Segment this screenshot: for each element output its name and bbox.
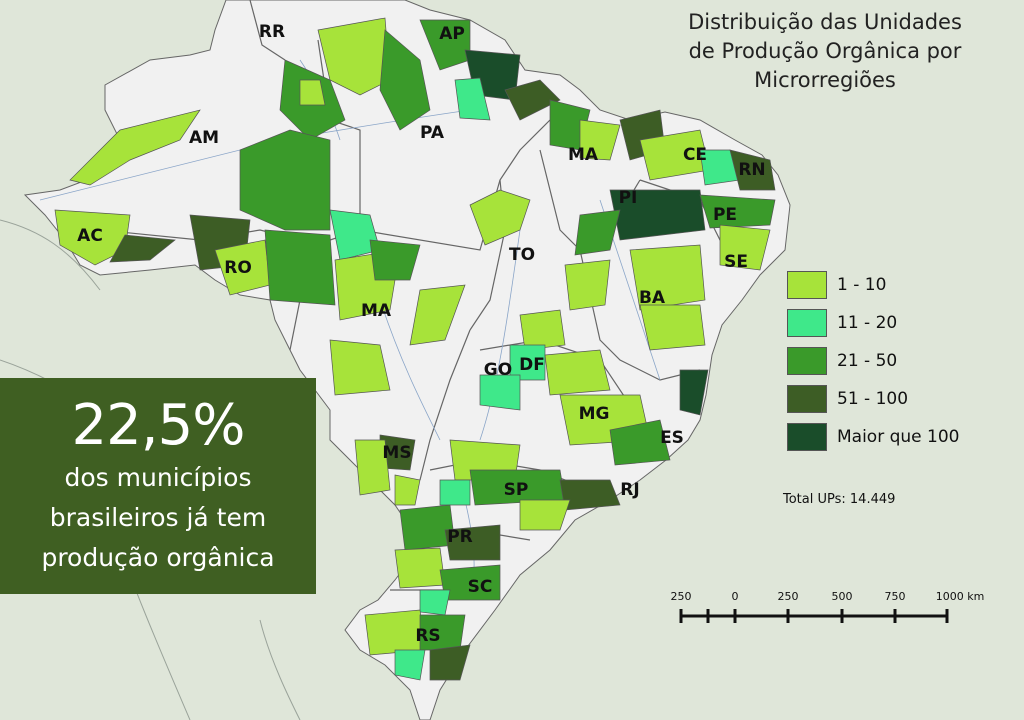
legend-label: 1 - 10 <box>837 275 887 295</box>
state-label: AP <box>439 24 465 44</box>
legend-swatch <box>787 423 827 451</box>
scale-label: 250 <box>777 590 799 603</box>
legend-item: 11 - 20 <box>787 304 959 342</box>
legend-label: Maior que 100 <box>837 427 960 447</box>
state-label: SP <box>503 480 529 500</box>
scale-label: 500 <box>831 590 853 603</box>
scale-bar <box>679 609 949 623</box>
state-label: MS <box>382 443 412 463</box>
state-label: PR <box>447 527 473 547</box>
state-label: MA <box>567 145 599 165</box>
scale-label: 750 <box>884 590 906 603</box>
state-label: MA <box>360 301 392 321</box>
state-label: TO <box>508 245 536 265</box>
legend-label: 21 - 50 <box>837 351 898 371</box>
state-label: RR <box>258 22 286 42</box>
state-label: RS <box>415 626 441 646</box>
state-label: PA <box>419 123 445 143</box>
legend-swatch <box>787 309 827 337</box>
state-label: SE <box>724 252 748 272</box>
legend-swatch <box>787 271 827 299</box>
legend-label: 11 - 20 <box>837 313 898 333</box>
legend-swatch <box>787 385 827 413</box>
stat-text-line: brasileiros já tem <box>49 503 267 532</box>
scale-label: 0 <box>731 590 739 603</box>
state-label: ES <box>660 428 684 448</box>
legend-label: 51 - 100 <box>837 389 909 409</box>
state-label: RN <box>738 160 766 180</box>
stat-percent: 22,5% <box>71 393 246 458</box>
map-title-line: de Produção Orgânica por <box>688 39 962 63</box>
brazil-outline <box>23 0 791 720</box>
map-title: Distribuição das Unidades de Produção Or… <box>640 8 1010 95</box>
total-ups: Total UPs: 14.449 <box>783 492 896 507</box>
stat-text-line: dos municípios <box>64 463 252 492</box>
state-label: RJ <box>620 480 640 500</box>
scale-label: 1000 km <box>935 590 985 603</box>
state-label: MG <box>578 404 610 424</box>
state-label: AM <box>188 128 220 148</box>
legend-item: 21 - 50 <box>787 342 959 380</box>
stat-box: 22,5% dos municípios brasileiros já tem … <box>0 378 316 594</box>
state-label: PI <box>618 188 638 208</box>
state-label: AC <box>77 226 103 246</box>
legend-swatch <box>787 347 827 375</box>
legend-item: Maior que 100 <box>787 418 959 456</box>
state-label: CE <box>682 145 708 165</box>
state-label: GO <box>483 360 513 380</box>
state-label: DF <box>519 355 545 375</box>
stat-text-line: produção orgânica <box>41 543 275 572</box>
scale-bar-ticks <box>679 609 949 623</box>
map-title-line: Distribuição das Unidades <box>688 10 962 34</box>
map-title-line: Microrregiões <box>754 68 896 92</box>
scale-label: 250 <box>670 590 692 603</box>
legend-item: 51 - 100 <box>787 380 959 418</box>
state-label: RO <box>224 258 252 278</box>
state-label: BA <box>638 288 666 308</box>
legend: 1 - 10 11 - 20 21 - 50 51 - 100 Maior qu… <box>787 266 959 456</box>
state-label: SC <box>467 577 493 597</box>
legend-item: 1 - 10 <box>787 266 959 304</box>
state-label: PE <box>712 205 738 225</box>
microregions <box>54 17 776 681</box>
